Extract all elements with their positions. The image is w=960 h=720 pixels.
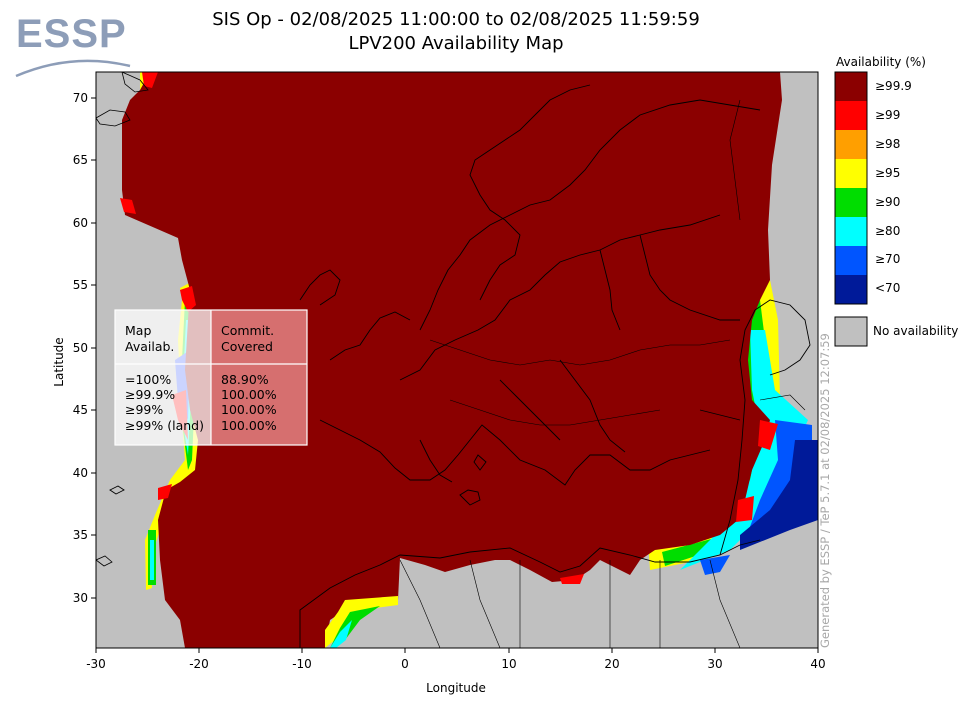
- map-title-line1: SIS Op - 02/08/2025 11:00:00 to 02/08/20…: [212, 9, 700, 30]
- y-tick-label: 55: [73, 278, 88, 292]
- legend-label: ≥90: [875, 195, 901, 209]
- x-axis: [95, 648, 819, 653]
- legend-no-availability-label: No availability: [873, 324, 959, 338]
- legend-swatch-99: [835, 101, 867, 130]
- legend-swatch-98: [835, 130, 867, 159]
- y-tick-label: 45: [73, 403, 88, 417]
- stats-row-availability: =100%: [125, 372, 172, 387]
- legend-label: ≥99.9: [875, 79, 912, 93]
- south-band-cyan: [330, 620, 352, 648]
- stats-row-availability: ≥99%: [125, 402, 164, 417]
- x-axis-label: Longitude: [426, 681, 486, 695]
- y-tick-label: 35: [73, 528, 88, 542]
- patch-red-3: [158, 484, 172, 500]
- plot-frame: [95, 71, 819, 649]
- patch-red-5: [142, 72, 158, 88]
- south-band-yellow: [325, 596, 398, 648]
- y-axis: [91, 97, 96, 599]
- x-tick-label: 0: [401, 657, 409, 671]
- y-tick-label: 40: [73, 466, 88, 480]
- availability-region-full: [122, 72, 782, 648]
- legend-label: <70: [875, 281, 901, 295]
- y-tick-labels: 70 65 60 55 50 45 40 35 30: [73, 91, 88, 605]
- generation-credit: Generated by ESSP / TeP 5.7.1 at 02/08/2…: [818, 333, 832, 648]
- patch-red-1: [180, 286, 196, 312]
- stats-row-covered: 88.90%: [221, 372, 269, 387]
- y-tick-label: 60: [73, 216, 88, 230]
- legend-swatch-no-availability: [834, 316, 868, 347]
- legend-swatch-70: [835, 246, 867, 275]
- stats-row-covered: 100.00%: [221, 418, 277, 433]
- map-title: SIS Op - 02/08/2025 11:00:00 to 02/08/20…: [96, 8, 816, 56]
- x-tick-labels: -30 -20 -10 0 10 20 30 40: [86, 657, 825, 671]
- south-band-blue: [700, 555, 730, 575]
- legend-label: ≥99: [875, 108, 901, 122]
- stats-table-frame: [114, 309, 308, 446]
- west-band-cyan-south: [150, 540, 154, 580]
- stats-row-covered: 100.00%: [221, 402, 277, 417]
- legend-label: ≥70: [875, 252, 901, 266]
- coastlines: [109, 84, 811, 648]
- legend-label: ≥95: [875, 166, 901, 180]
- logo-text: ESSP: [16, 12, 127, 56]
- x-tick-label: 20: [604, 657, 619, 671]
- legend-swatch-lt70: [835, 275, 867, 304]
- map-title-line2: LPV200 Availability Map: [348, 33, 564, 54]
- country-borders: [399, 99, 806, 648]
- legend-swatch-95: [835, 159, 867, 188]
- stats-table: Map Availab. Commit. Covered =100% 88.90…: [115, 310, 307, 445]
- x-tick-label: -30: [86, 657, 106, 671]
- legend-label: ≥80: [875, 224, 901, 238]
- essp-logo: [12, 14, 132, 80]
- x-tick-label: -20: [189, 657, 209, 671]
- legend-label: ≥98: [875, 137, 901, 151]
- y-tick-label: 65: [73, 153, 88, 167]
- legend-title: Availability (%): [836, 55, 926, 69]
- y-tick-label: 30: [73, 591, 88, 605]
- legend-swatch-90: [835, 188, 867, 217]
- east-band-darkblue: [740, 440, 818, 550]
- x-tick-label: 30: [707, 657, 722, 671]
- islands: [96, 72, 149, 567]
- stats-row-availability: ≥99.9%: [125, 387, 176, 402]
- stats-col2-header: Commit. Covered: [221, 323, 275, 354]
- stats-col1-header: Map Availab.: [125, 323, 175, 354]
- x-tick-label: -10: [292, 657, 312, 671]
- patch-red-7: [736, 496, 754, 522]
- x-tick-label: 10: [501, 657, 516, 671]
- stats-row-covered: 100.00%: [221, 387, 277, 402]
- x-tick-label: 40: [810, 657, 825, 671]
- legend-swatch-99.9: [835, 72, 867, 101]
- y-tick-label: 70: [73, 91, 88, 105]
- legend-swatch-80: [835, 217, 867, 246]
- y-tick-label: 50: [73, 341, 88, 355]
- stats-row-availability: ≥99% (land): [125, 418, 204, 433]
- patch-red-8: [560, 574, 584, 584]
- patch-red-4: [120, 198, 136, 214]
- y-axis-label: Latitude: [52, 337, 66, 386]
- legend-colorbar: [834, 71, 868, 347]
- patch-red-6: [758, 420, 778, 450]
